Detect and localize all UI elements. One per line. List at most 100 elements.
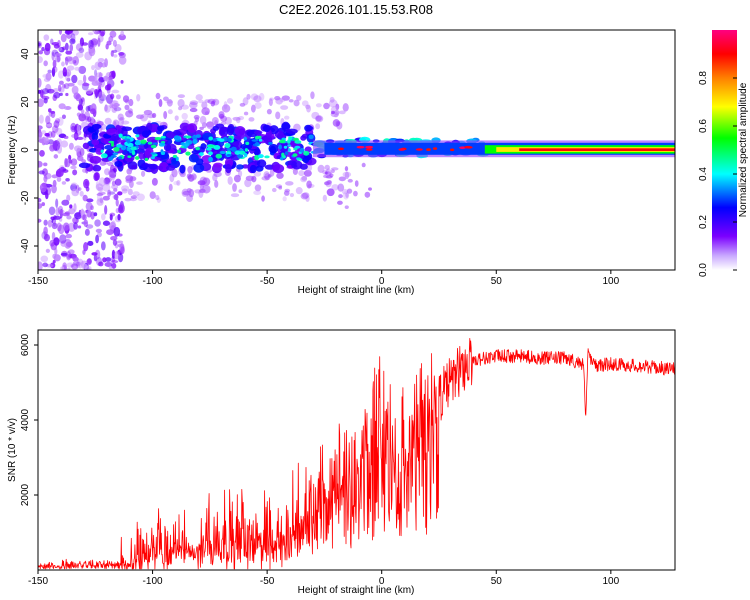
noise-blob xyxy=(106,83,112,91)
band-blob xyxy=(163,143,172,152)
band-peak xyxy=(126,146,131,152)
x-tick-label: 50 xyxy=(491,276,503,287)
halo-blob xyxy=(136,181,143,185)
band-blob xyxy=(187,123,198,133)
noise-blob xyxy=(55,198,59,208)
band-peak xyxy=(126,136,130,139)
noise-blob xyxy=(113,54,118,58)
band-peak xyxy=(130,146,137,151)
halo-blob xyxy=(301,100,309,107)
band-blob xyxy=(268,143,279,154)
colorbar-tick-label: 0.4 xyxy=(698,167,709,181)
noise-blob xyxy=(61,181,67,185)
halo-blob xyxy=(239,102,246,107)
halo-blob xyxy=(248,117,255,122)
band-peak xyxy=(278,144,282,150)
noise-blob xyxy=(53,91,61,99)
band-peak xyxy=(185,135,192,139)
band-peak xyxy=(135,139,141,145)
stable-band-peak xyxy=(519,148,675,151)
halo-blob xyxy=(167,109,173,115)
snr-frame xyxy=(37,329,676,571)
halo-blob xyxy=(173,180,180,186)
noise-blob xyxy=(87,116,92,123)
band-peak xyxy=(113,146,120,152)
band-peak xyxy=(212,138,218,142)
transition-peak xyxy=(432,147,438,150)
halo-blob xyxy=(227,176,233,185)
halo-blob xyxy=(163,96,169,102)
noise-blob xyxy=(64,157,68,168)
noise-blob xyxy=(65,50,73,55)
noise-blob xyxy=(71,85,79,95)
band-peak xyxy=(264,155,270,159)
halo-blob xyxy=(178,106,183,111)
noise-blob xyxy=(106,40,112,46)
noise-blob xyxy=(38,56,43,64)
halo-blob xyxy=(295,187,303,195)
transition-peak xyxy=(426,148,431,151)
halo-blob xyxy=(293,99,300,107)
noise-blob xyxy=(75,43,83,51)
halo-blob xyxy=(285,181,294,186)
halo-blob xyxy=(232,183,237,192)
halo-blob xyxy=(194,117,200,123)
snr-y-axis: 2000 4000 6000 xyxy=(20,333,38,506)
halo-blob xyxy=(226,97,234,104)
noise-blob xyxy=(97,34,104,43)
halo-blob xyxy=(342,103,349,112)
noise-blob xyxy=(117,243,124,248)
spectrogram-y-label: Frequency (Hz) xyxy=(7,116,18,185)
band-peak xyxy=(208,136,214,141)
tail-blob xyxy=(323,174,329,178)
band-blob xyxy=(111,133,121,141)
halo-blob xyxy=(276,172,284,179)
halo-blob xyxy=(264,172,271,181)
band-peak xyxy=(226,154,232,157)
band-peak xyxy=(281,152,285,157)
noise-blob xyxy=(103,75,108,81)
noise-blob xyxy=(83,178,90,189)
band-peak xyxy=(215,153,223,159)
band-blob xyxy=(92,164,102,172)
tail-blob xyxy=(344,205,349,209)
band-peak xyxy=(100,153,108,159)
noise-blob xyxy=(94,61,102,70)
noise-blob xyxy=(78,187,82,191)
band-peak xyxy=(226,137,232,142)
noise-blob xyxy=(101,62,107,68)
band-peak xyxy=(127,155,132,158)
band-peak xyxy=(254,142,260,147)
halo-blob xyxy=(315,103,322,108)
halo-blob xyxy=(124,197,132,202)
noise-blob xyxy=(78,47,85,54)
noise-blob xyxy=(59,92,63,96)
halo-blob xyxy=(201,101,208,109)
noise-blob xyxy=(55,168,64,178)
band-blob xyxy=(193,163,205,173)
noise-blob xyxy=(54,55,61,63)
halo-blob xyxy=(108,169,115,177)
halo-blob xyxy=(155,194,160,201)
band-peak xyxy=(140,139,147,144)
halo-blob xyxy=(303,169,312,177)
band-blob xyxy=(219,126,229,137)
noise-blob xyxy=(38,78,42,88)
noise-blob xyxy=(97,37,101,47)
halo-blob xyxy=(330,169,335,174)
halo-blob xyxy=(168,183,173,192)
noise-blob xyxy=(53,88,59,93)
noise-blob xyxy=(78,113,87,122)
band-blob xyxy=(272,163,285,174)
noise-blob xyxy=(64,56,69,66)
halo-blob xyxy=(232,116,241,121)
halo-blob xyxy=(258,92,265,101)
halo-blob xyxy=(268,98,273,107)
noise-blob xyxy=(95,228,102,233)
noise-blob xyxy=(104,205,108,215)
halo-blob xyxy=(230,193,240,198)
noise-blob xyxy=(74,66,81,71)
noise-blob xyxy=(91,252,98,256)
noise-blob xyxy=(105,94,114,104)
noise-blob xyxy=(53,254,61,262)
